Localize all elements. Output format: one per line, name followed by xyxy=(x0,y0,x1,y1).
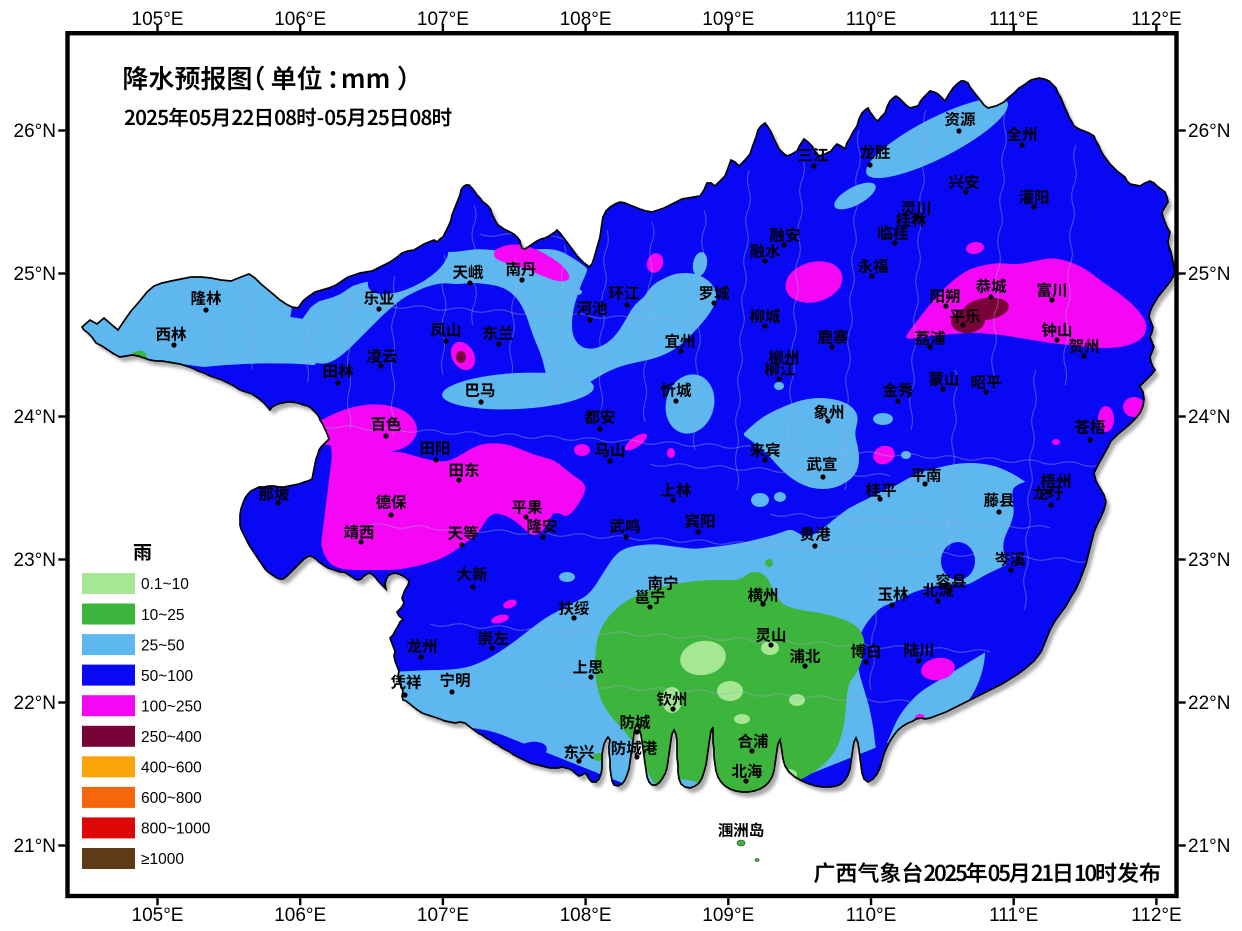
svg-text:112°E: 112°E xyxy=(1131,9,1182,30)
svg-text:107°E: 107°E xyxy=(417,9,469,30)
svg-text:111°E: 111°E xyxy=(989,9,1038,30)
svg-text:23°N: 23°N xyxy=(14,550,56,571)
svg-text:800~1000: 800~1000 xyxy=(141,821,211,838)
svg-text:25~50: 25~50 xyxy=(141,637,185,654)
svg-text:108°E: 108°E xyxy=(560,9,612,30)
svg-text:106°E: 106°E xyxy=(274,9,326,30)
svg-text:110°E: 110°E xyxy=(846,9,897,30)
svg-text:105°E: 105°E xyxy=(132,9,184,30)
svg-text:≥1000: ≥1000 xyxy=(141,851,184,868)
svg-text:107°E: 107°E xyxy=(417,905,469,926)
svg-text:25°N: 25°N xyxy=(14,264,56,285)
svg-text:0.1~10: 0.1~10 xyxy=(141,576,189,593)
svg-text:100~250: 100~250 xyxy=(141,698,202,715)
svg-text:26°N: 26°N xyxy=(14,121,56,142)
svg-text:109°E: 109°E xyxy=(702,905,754,926)
svg-text:21°N: 21°N xyxy=(14,836,56,857)
svg-text:400~600: 400~600 xyxy=(141,760,202,777)
svg-text:600~800: 600~800 xyxy=(141,790,202,807)
svg-text:106°E: 106°E xyxy=(274,905,326,926)
svg-text:22°N: 22°N xyxy=(1188,693,1230,714)
svg-text:23°N: 23°N xyxy=(1188,550,1230,571)
svg-text:24°N: 24°N xyxy=(14,407,56,428)
svg-text:112°E: 112°E xyxy=(1131,905,1182,926)
svg-text:105°E: 105°E xyxy=(132,905,184,926)
svg-text:110°E: 110°E xyxy=(846,905,897,926)
svg-text:109°E: 109°E xyxy=(702,9,754,30)
svg-text:111°E: 111°E xyxy=(989,905,1038,926)
svg-text:250~400: 250~400 xyxy=(141,729,202,746)
svg-text:10~25: 10~25 xyxy=(141,607,185,624)
svg-text:25°N: 25°N xyxy=(1188,264,1230,285)
svg-text:21°N: 21°N xyxy=(1188,836,1230,857)
svg-text:24°N: 24°N xyxy=(1188,407,1230,428)
svg-text:108°E: 108°E xyxy=(560,905,612,926)
svg-text:22°N: 22°N xyxy=(14,693,56,714)
svg-text:26°N: 26°N xyxy=(1188,121,1230,142)
svg-text:50~100: 50~100 xyxy=(141,668,194,685)
